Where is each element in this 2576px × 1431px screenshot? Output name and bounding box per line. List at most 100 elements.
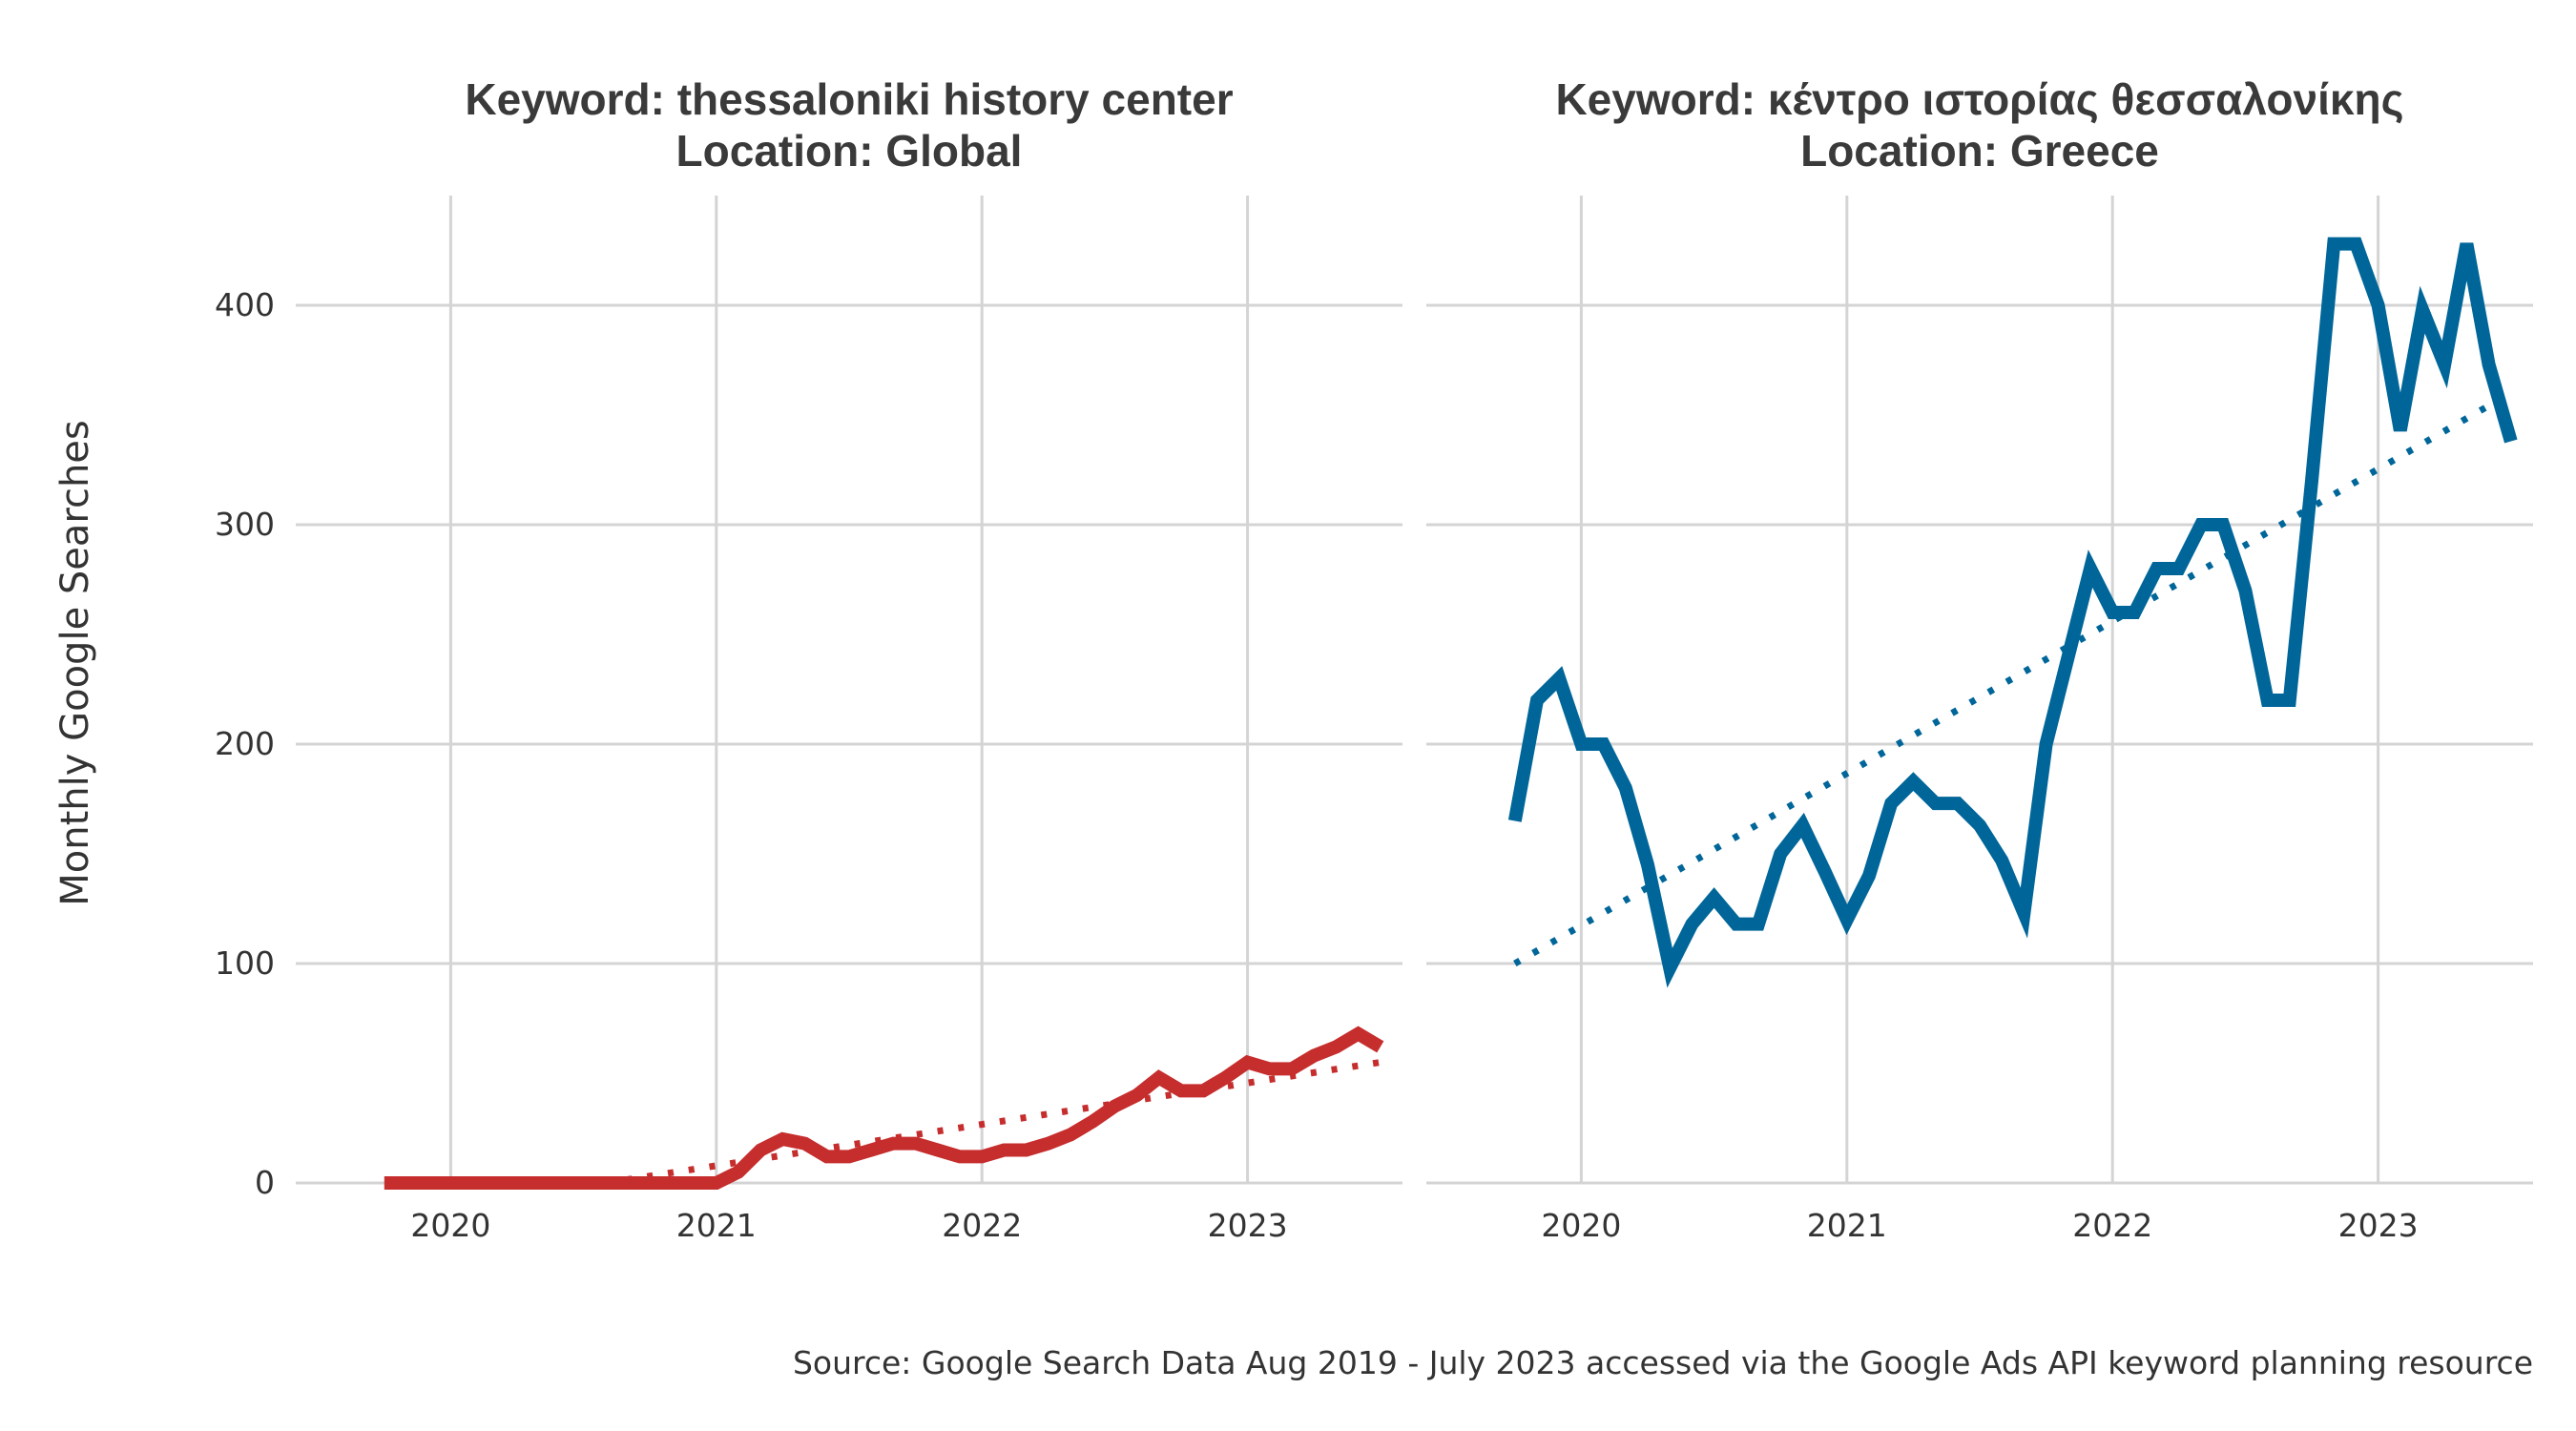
y-tick-label: 400 bbox=[215, 286, 275, 323]
data-point-global bbox=[864, 1144, 878, 1157]
x-tick-label: 2023 bbox=[2338, 1207, 2419, 1244]
data-point-global bbox=[776, 1132, 789, 1146]
data-point-global bbox=[931, 1144, 945, 1157]
data-point-global bbox=[799, 1137, 812, 1151]
data-point-global bbox=[643, 1176, 656, 1190]
data-point-global bbox=[1108, 1100, 1121, 1113]
x-tick-label: 2022 bbox=[942, 1207, 1022, 1244]
panel-greece-plot: 2020 2021 2022 2023 bbox=[1426, 196, 2533, 1244]
data-point-global bbox=[1064, 1128, 1077, 1141]
data-point-greece bbox=[1774, 847, 1787, 861]
data-point-global bbox=[488, 1176, 502, 1190]
data-point-greece bbox=[2238, 584, 2252, 597]
data-point-global bbox=[510, 1176, 524, 1190]
data-point-global bbox=[821, 1150, 834, 1163]
data-point-greece bbox=[1884, 797, 1898, 810]
data-point-greece bbox=[1552, 672, 1566, 685]
y-tick-label: 0 bbox=[255, 1164, 275, 1201]
data-point-greece bbox=[2283, 694, 2296, 707]
data-point-greece bbox=[1641, 859, 1654, 872]
data-point-global bbox=[1086, 1115, 1099, 1129]
data-point-greece bbox=[1951, 797, 1964, 810]
trend-line-global bbox=[605, 1059, 1381, 1187]
data-point-greece bbox=[2349, 238, 2362, 251]
data-point-greece bbox=[1973, 819, 1986, 832]
data-point-global bbox=[953, 1150, 966, 1163]
data-point-greece bbox=[1597, 737, 1610, 751]
source-caption: Source: Google Search Data Aug 2019 - Ju… bbox=[793, 1344, 2533, 1381]
trend-line-greece bbox=[1513, 389, 2513, 967]
data-point-global bbox=[1285, 1062, 1298, 1075]
panel-greece-title-line2: Location: Greece bbox=[1800, 126, 2159, 176]
panel-global: Keyword: thessaloniki history center Loc… bbox=[215, 74, 1402, 1244]
data-point-greece bbox=[2172, 562, 2186, 575]
data-point-greece bbox=[1929, 797, 1942, 810]
data-point-global bbox=[1042, 1137, 1055, 1151]
data-point-greece bbox=[1619, 781, 1632, 795]
data-point-global bbox=[665, 1176, 678, 1190]
data-point-global bbox=[975, 1150, 988, 1163]
series-line-greece bbox=[1507, 237, 2518, 988]
data-point-global bbox=[1174, 1084, 1188, 1097]
data-point-greece bbox=[1685, 918, 1698, 931]
data-point-global bbox=[532, 1176, 546, 1190]
data-point-global bbox=[1307, 1049, 1320, 1063]
data-point-global bbox=[599, 1176, 613, 1190]
data-point-greece bbox=[1508, 815, 1522, 828]
x-tick-label: 2021 bbox=[676, 1207, 757, 1244]
data-point-greece bbox=[2150, 562, 2164, 575]
data-point-greece bbox=[2416, 303, 2429, 317]
data-point-global bbox=[732, 1166, 745, 1179]
data-point-global bbox=[1241, 1056, 1255, 1069]
data-point-greece bbox=[2106, 606, 2119, 619]
data-point-greece bbox=[2504, 435, 2518, 448]
data-point-greece bbox=[1574, 737, 1588, 751]
data-point-global bbox=[577, 1176, 591, 1190]
data-point-greece bbox=[2372, 299, 2385, 312]
data-point-greece bbox=[1663, 962, 1676, 975]
data-point-global bbox=[886, 1137, 900, 1151]
data-point-greece bbox=[2438, 358, 2451, 371]
data-point-global bbox=[400, 1176, 413, 1190]
series-line-global bbox=[384, 1026, 1384, 1190]
data-point-greece bbox=[2483, 358, 2496, 371]
y-tick-label: 200 bbox=[215, 725, 275, 762]
data-point-global bbox=[1352, 1027, 1365, 1041]
x-tick-label: 2020 bbox=[410, 1207, 490, 1244]
data-point-greece bbox=[2460, 238, 2473, 251]
data-point-global bbox=[444, 1176, 457, 1190]
data-point-global bbox=[1131, 1089, 1144, 1102]
data-point-global bbox=[1218, 1071, 1232, 1085]
data-point-greece bbox=[2040, 737, 2053, 751]
data-point-greece bbox=[1906, 775, 1920, 788]
data-point-global bbox=[554, 1176, 568, 1190]
data-point-global bbox=[1374, 1040, 1387, 1053]
data-point-global bbox=[754, 1144, 767, 1157]
data-point-global bbox=[378, 1176, 391, 1190]
data-point-global bbox=[422, 1176, 435, 1190]
data-point-greece bbox=[2327, 238, 2340, 251]
data-point-greece bbox=[1995, 854, 2008, 867]
data-point-greece bbox=[2305, 474, 2318, 487]
data-point-global bbox=[1020, 1144, 1033, 1157]
data-point-global bbox=[1329, 1040, 1342, 1053]
x-tick-label: 2023 bbox=[1208, 1207, 1288, 1244]
data-point-global bbox=[842, 1150, 856, 1163]
data-point-global bbox=[688, 1176, 701, 1190]
data-point-global bbox=[710, 1176, 723, 1190]
data-point-greece bbox=[1840, 913, 1854, 926]
data-point-global bbox=[1196, 1084, 1210, 1097]
panel-greece: Keyword: κέντρο ιστορίας θεσσαλονίκης Lo… bbox=[1426, 74, 2533, 1244]
data-point-greece bbox=[1862, 869, 1876, 882]
data-point-global bbox=[997, 1144, 1010, 1157]
y-axis-label: Monthly Google Searches bbox=[53, 420, 97, 906]
data-point-greece bbox=[1752, 918, 1765, 931]
data-point-greece bbox=[2394, 424, 2407, 437]
data-point-global bbox=[467, 1176, 480, 1190]
data-point-greece bbox=[2017, 906, 2030, 920]
x-tick-label: 2022 bbox=[2072, 1207, 2152, 1244]
x-tick-label: 2021 bbox=[1807, 1207, 1887, 1244]
data-point-greece bbox=[1530, 694, 1544, 707]
data-point-greece bbox=[1818, 864, 1832, 878]
panel-global-title-line2: Location: Global bbox=[676, 126, 1023, 176]
